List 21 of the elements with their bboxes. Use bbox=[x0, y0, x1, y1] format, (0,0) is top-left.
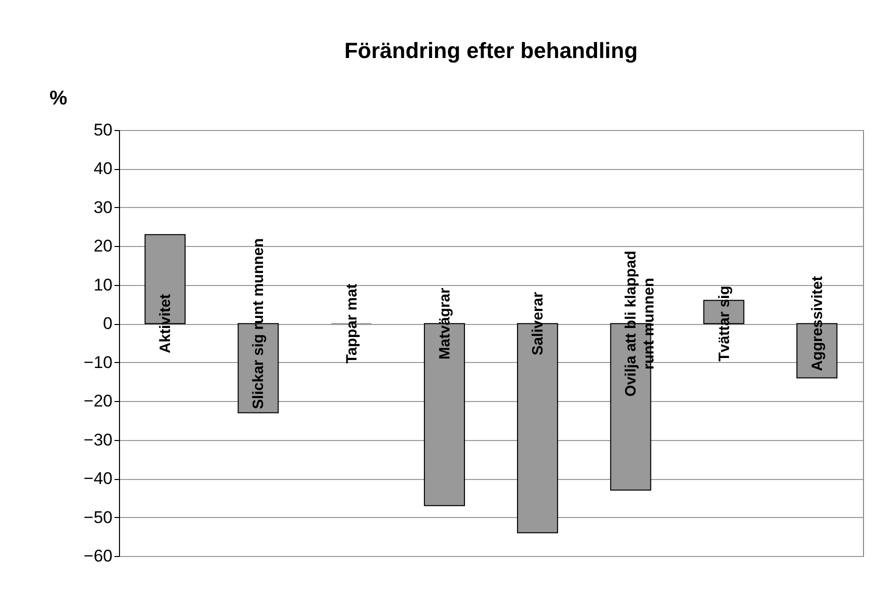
y-tick-label: 50 bbox=[94, 120, 112, 140]
y-tick-label: −40 bbox=[84, 469, 112, 488]
y-axis-title: % bbox=[50, 88, 68, 110]
x-tick-label: Slickar sig runt munnen bbox=[250, 238, 268, 410]
x-tick-label: Matvägrar bbox=[436, 288, 454, 360]
y-tick-label: −20 bbox=[84, 392, 112, 411]
y-tick-label: 20 bbox=[94, 236, 112, 256]
x-tick-label: Tvättar sig bbox=[716, 286, 733, 362]
y-tick-label: −10 bbox=[84, 352, 112, 372]
x-tick-label: Saliverar bbox=[530, 292, 547, 356]
y-tick-label: 40 bbox=[94, 159, 112, 178]
y-tick-label: −50 bbox=[84, 508, 112, 527]
x-tick-label: Aggressivitet bbox=[808, 276, 826, 372]
x-tick-label: Aktivitet bbox=[157, 294, 174, 354]
chart-title: Förändring efter behandling bbox=[344, 38, 638, 63]
y-tick-label: 10 bbox=[94, 275, 112, 294]
x-tick-label: Tappar mat bbox=[343, 284, 360, 364]
y-tick-label: −60 bbox=[84, 546, 112, 566]
y-tick-label: 30 bbox=[94, 198, 112, 217]
y-tick-label: −30 bbox=[84, 430, 112, 450]
y-tick-label: 0 bbox=[103, 314, 112, 334]
